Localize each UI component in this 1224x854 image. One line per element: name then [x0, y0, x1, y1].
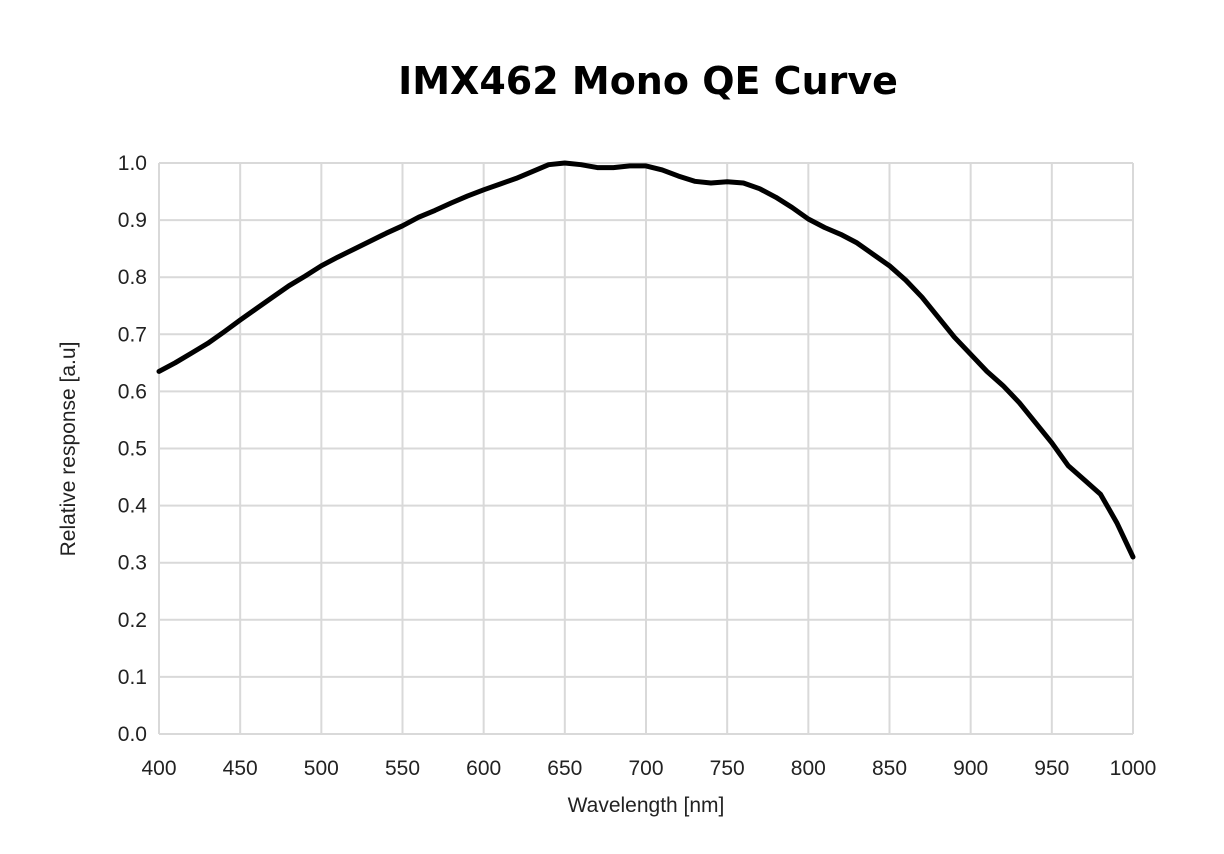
chart-title: IMX462 Mono QE Curve: [398, 59, 898, 103]
grid: [158, 162, 1134, 735]
y-axis-label: Relative response [a.u]: [57, 342, 80, 557]
y-tick-label: 0.5: [118, 438, 147, 461]
y-tick-label: 0.2: [118, 609, 147, 632]
x-tick-label: 800: [791, 757, 826, 780]
x-tick-label: 950: [1034, 757, 1069, 780]
x-tick-label: 550: [385, 757, 420, 780]
y-tick-labels: 0.0 0.1 0.2 0.3 0.4 0.5 0.6 0.7 0.8 0.9 1.0: [118, 152, 148, 746]
qe-curve-line: [156, 160, 1136, 560]
y-tick-label: 0.8: [118, 266, 147, 289]
x-tick-label: 500: [304, 757, 339, 780]
x-tick-label: 1000: [1110, 757, 1157, 780]
x-tick-label: 650: [547, 757, 582, 780]
x-tick-label: 450: [223, 757, 258, 780]
y-tick-label: 0.9: [118, 209, 147, 232]
y-tick-label: 0.1: [118, 666, 147, 689]
x-axis-label: Wavelength [nm]: [568, 794, 725, 817]
x-tick-label: 750: [710, 757, 745, 780]
y-tick-label: 0.0: [118, 723, 147, 746]
y-tick-label: 0.4: [118, 495, 148, 518]
x-tick-label: 700: [628, 757, 663, 780]
x-tick-labels: 400 450 500 550 600 650 700 750 800 850 900 950 1000: [141, 757, 1156, 780]
y-tick-label: 0.7: [118, 323, 147, 346]
y-tick-label: 0.6: [118, 380, 147, 403]
x-tick-label: 900: [953, 757, 988, 780]
y-tick-label: 1.0: [118, 152, 147, 175]
x-tick-label: 850: [872, 757, 907, 780]
y-tick-label: 0.3: [118, 552, 147, 575]
x-tick-label: 600: [466, 757, 501, 780]
x-tick-label: 400: [141, 757, 176, 780]
